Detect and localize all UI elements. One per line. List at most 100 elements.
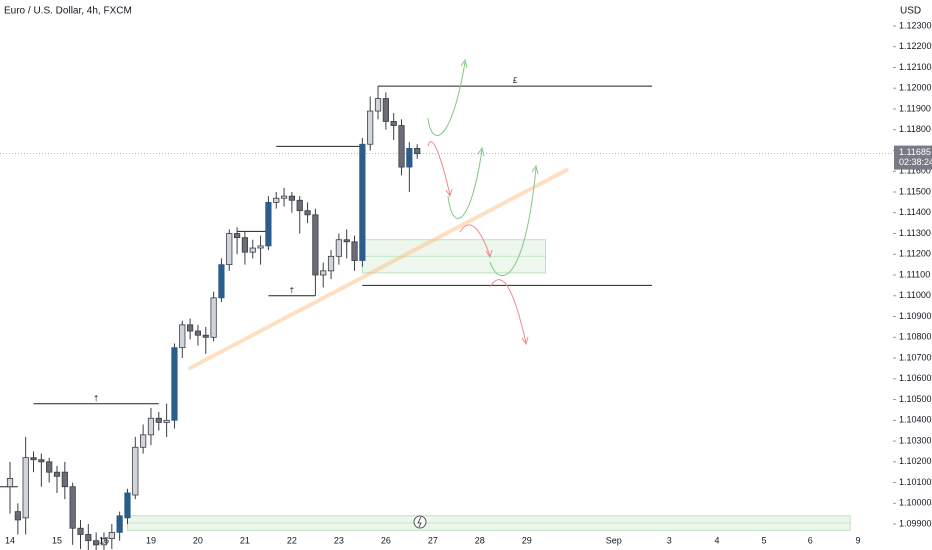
x-tick-label: 20	[193, 535, 203, 545]
candle-body	[108, 531, 115, 540]
y-tick-label: 1.11000	[899, 290, 931, 300]
candle-body	[61, 471, 68, 488]
candle-body	[343, 239, 350, 243]
y-tick-label: 1.12100	[899, 62, 932, 72]
candle-body	[327, 255, 335, 272]
y-tick-label: 1.10100	[899, 477, 932, 487]
y-tick-label: 1.11300	[899, 228, 931, 238]
candle-body	[280, 195, 288, 199]
x-tick-label: 22	[287, 535, 297, 545]
candle-body	[155, 417, 162, 423]
candle-body	[171, 347, 178, 421]
candle-body	[367, 110, 374, 145]
arrow-head	[521, 336, 529, 346]
candle-body	[22, 457, 29, 519]
x-tick-label: 19	[146, 535, 156, 545]
arrow-down-path	[489, 279, 527, 344]
arrow-head	[477, 146, 485, 157]
candle-body	[374, 98, 382, 112]
candle-body	[335, 239, 342, 257]
x-tick-label: 6	[808, 535, 813, 545]
level-label: £	[513, 76, 518, 85]
y-tick-label: 1.11400	[899, 207, 931, 217]
current-price-tag	[894, 145, 932, 170]
y-tick-label: 1.10500	[899, 394, 932, 404]
candle-body	[226, 233, 233, 266]
candle-body	[93, 540, 100, 546]
y-tick-label: 1.12000	[899, 83, 932, 93]
projection-arrows	[427, 58, 539, 346]
x-tick-label: 23	[334, 535, 344, 545]
x-tick-label: 27	[428, 535, 438, 545]
candle-body	[414, 148, 421, 154]
candle-body	[210, 297, 217, 338]
y-tick-label: 1.10200	[899, 456, 932, 466]
candle-body	[14, 511, 21, 521]
candle-body	[187, 324, 194, 332]
y-tick-label: 1.10600	[899, 373, 932, 383]
candle-body	[124, 492, 131, 519]
countdown-label: 02:38:24	[899, 157, 932, 167]
candle-body	[320, 270, 327, 276]
x-tick-label: 29	[522, 535, 532, 545]
candle-body	[53, 471, 61, 477]
y-tick-label: 1.11600	[899, 166, 931, 176]
candle-body	[147, 417, 155, 436]
y-tick-label: 1.11500	[899, 186, 931, 196]
arrow-up-path	[489, 167, 537, 277]
candle-body	[38, 459, 45, 463]
candle-body	[296, 199, 303, 212]
y-tick-label: 1.11800	[899, 124, 931, 134]
candle-body	[406, 148, 413, 168]
y-tick-label: 1.12200	[899, 41, 932, 51]
candle-body	[30, 457, 37, 461]
x-tick-label: 28	[475, 535, 485, 545]
candle-body	[140, 434, 147, 448]
candle-body	[359, 143, 366, 261]
candle-body	[257, 245, 264, 249]
y-tick-label: 1.11200	[899, 249, 931, 259]
y-tick-label: 1.10300	[899, 435, 932, 445]
candle-body	[265, 201, 272, 247]
zone	[361, 239, 547, 274]
y-tick-label: 1.12300	[899, 20, 932, 30]
candle-body	[132, 446, 139, 496]
x-tick-label: 5	[762, 535, 767, 545]
arrow-up-path	[427, 61, 466, 136]
y-tick-label: 1.10000	[899, 498, 932, 508]
x-tick-label: 21	[240, 535, 250, 545]
candle-body	[69, 486, 76, 529]
candle-body	[218, 264, 225, 299]
candle-body	[233, 233, 241, 239]
candle-body	[179, 324, 186, 349]
candle-body	[273, 197, 280, 203]
arrow-up-path	[447, 149, 483, 219]
trendline	[188, 167, 569, 370]
candle-body	[390, 121, 397, 126]
candle-body	[202, 334, 209, 338]
y-tick-label: 1.10700	[899, 352, 932, 362]
x-tick-label: 16	[99, 535, 109, 545]
chart-title: Euro / U.S. Dollar, 4h, FXCM	[4, 6, 132, 17]
level-label: †	[94, 394, 98, 403]
x-tick-label: 4	[715, 535, 720, 545]
candle-body	[46, 461, 53, 473]
y-tick-label: 1.10800	[899, 332, 932, 342]
candle-body	[351, 241, 358, 261]
y-tick-label: 1.11900	[899, 103, 931, 113]
arrow-head	[485, 249, 493, 259]
candle-body	[382, 98, 389, 122]
candle-body	[100, 538, 108, 546]
y-tick-label: 1.11100	[899, 269, 930, 279]
level-label: †	[290, 286, 294, 295]
candle-body	[249, 247, 256, 253]
arrow-head	[460, 58, 468, 69]
candle-body	[163, 419, 170, 423]
alert-icon[interactable]	[413, 515, 427, 529]
candle-body	[77, 527, 84, 535]
price-axis	[893, 0, 932, 550]
current-price-label: 1.11685	[899, 147, 931, 157]
candle-body	[194, 330, 202, 336]
candle-body	[241, 237, 249, 253]
candle-body	[85, 534, 92, 542]
